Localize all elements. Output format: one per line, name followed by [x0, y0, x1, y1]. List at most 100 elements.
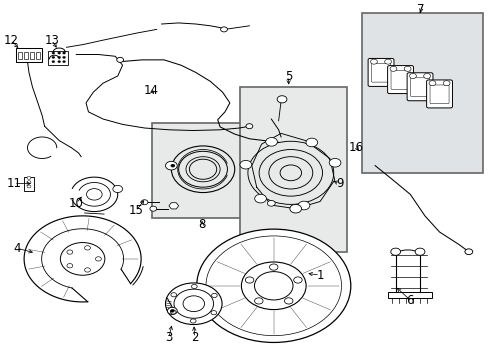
Bar [30, 51, 34, 59]
Circle shape [170, 310, 174, 312]
Circle shape [60, 243, 104, 275]
Circle shape [27, 185, 31, 188]
Circle shape [117, 57, 123, 62]
FancyBboxPatch shape [371, 63, 390, 82]
Circle shape [293, 277, 302, 283]
Text: 13: 13 [44, 33, 59, 47]
Circle shape [183, 296, 204, 312]
Circle shape [277, 96, 286, 103]
Circle shape [269, 264, 277, 270]
Text: 14: 14 [143, 84, 158, 97]
Circle shape [52, 60, 55, 63]
Text: 4: 4 [13, 242, 20, 255]
Text: 1: 1 [316, 269, 323, 282]
Circle shape [220, 27, 227, 32]
Text: 11: 11 [6, 177, 21, 190]
Circle shape [95, 257, 101, 261]
Text: 10: 10 [69, 197, 83, 210]
Circle shape [171, 293, 176, 297]
Text: 8: 8 [198, 218, 205, 231]
Bar [36, 51, 40, 59]
Bar [16, 48, 41, 62]
Circle shape [174, 289, 213, 318]
Bar [239, 87, 346, 252]
Circle shape [211, 293, 217, 297]
Circle shape [267, 201, 275, 206]
FancyBboxPatch shape [426, 80, 451, 108]
Bar [361, 13, 483, 173]
Text: 16: 16 [348, 141, 364, 154]
Circle shape [265, 138, 277, 146]
Text: 7: 7 [416, 3, 424, 16]
Circle shape [167, 307, 177, 315]
Text: 3: 3 [165, 331, 172, 344]
Circle shape [165, 283, 222, 324]
Circle shape [170, 164, 174, 167]
Circle shape [141, 200, 148, 205]
Circle shape [240, 160, 251, 169]
Circle shape [389, 66, 396, 71]
Circle shape [404, 66, 410, 71]
Circle shape [62, 52, 65, 54]
FancyBboxPatch shape [390, 71, 409, 89]
Circle shape [254, 298, 263, 304]
Circle shape [211, 311, 216, 315]
Circle shape [423, 73, 429, 78]
Circle shape [191, 284, 197, 289]
Circle shape [370, 59, 377, 64]
Text: 9: 9 [335, 177, 343, 190]
Text: 6: 6 [406, 294, 413, 307]
Circle shape [442, 81, 449, 86]
Circle shape [414, 248, 424, 255]
Circle shape [305, 138, 317, 147]
FancyBboxPatch shape [407, 73, 432, 101]
Circle shape [84, 246, 90, 250]
Circle shape [52, 56, 55, 58]
Bar [24, 51, 28, 59]
Circle shape [196, 229, 350, 342]
Circle shape [52, 52, 55, 54]
Circle shape [190, 319, 196, 323]
Circle shape [58, 52, 61, 54]
Circle shape [150, 206, 157, 211]
Bar [48, 51, 68, 65]
Circle shape [464, 249, 472, 255]
FancyBboxPatch shape [387, 66, 413, 94]
Bar [152, 123, 254, 218]
Circle shape [245, 124, 252, 129]
Circle shape [254, 194, 266, 203]
Circle shape [84, 268, 90, 272]
Circle shape [67, 264, 73, 268]
Circle shape [409, 73, 415, 78]
Circle shape [328, 158, 340, 167]
Circle shape [67, 250, 73, 254]
Circle shape [62, 56, 65, 58]
FancyBboxPatch shape [429, 85, 448, 104]
Text: 15: 15 [128, 204, 143, 217]
Circle shape [428, 81, 435, 86]
FancyBboxPatch shape [410, 78, 428, 96]
Text: 12: 12 [4, 33, 19, 47]
Circle shape [86, 189, 102, 200]
Circle shape [62, 60, 65, 63]
Circle shape [165, 161, 177, 170]
Circle shape [27, 176, 31, 179]
Circle shape [241, 262, 305, 310]
Circle shape [58, 60, 61, 63]
Circle shape [170, 310, 176, 314]
Circle shape [27, 181, 31, 184]
FancyBboxPatch shape [367, 58, 393, 86]
Circle shape [284, 298, 292, 304]
Circle shape [298, 201, 309, 210]
Circle shape [289, 204, 301, 213]
Polygon shape [168, 203, 178, 209]
Text: 2: 2 [191, 331, 198, 344]
Bar [24, 177, 34, 192]
Circle shape [245, 277, 253, 283]
Circle shape [384, 59, 391, 64]
Bar [387, 292, 431, 298]
Bar [18, 51, 22, 59]
Circle shape [390, 248, 400, 255]
Circle shape [58, 56, 61, 58]
Text: 5: 5 [284, 69, 291, 82]
